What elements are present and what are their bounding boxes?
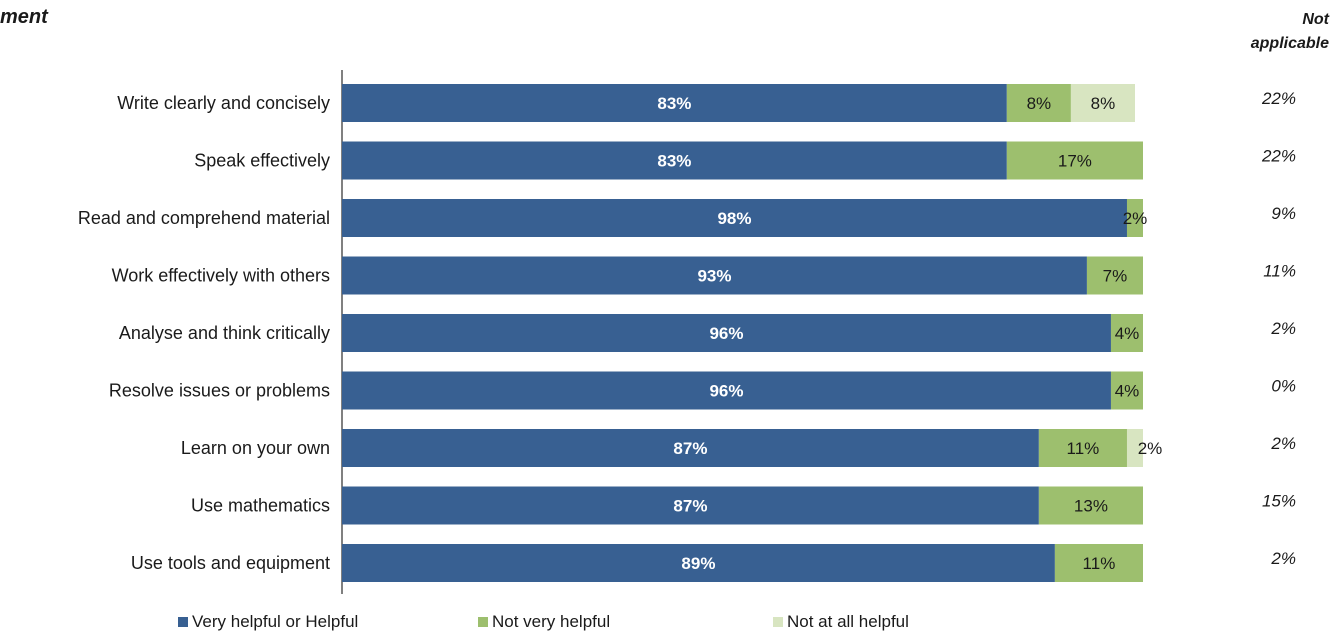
bar-resolve-issues-or-problems-series-0 — [342, 371, 1111, 410]
legend-label-not-at-all-helpful: Not at all helpful — [787, 612, 909, 631]
not-applicable-value-learn-on-your-own: 2% — [1270, 434, 1296, 453]
not-applicable-value-analyse-and-think-critically: 2% — [1270, 319, 1296, 338]
legend-item-not-very-helpful: Not very helpful — [478, 612, 610, 632]
bar-analyse-and-think-critically-series-1 — [1110, 314, 1143, 352]
not-applicable-header-line1: Not — [1302, 11, 1329, 28]
data-label-write-clearly-and-concisely-series-2: 8% — [1091, 94, 1116, 113]
data-label-use-mathematics-series-1: 13% — [1074, 497, 1108, 516]
data-label-read-and-comprehend-material-series-1: 2% — [1123, 209, 1148, 228]
legend-label-very-helpful: Very helpful or Helpful — [192, 612, 359, 631]
category-label-work-effectively-with-others: Work effectively with others — [112, 266, 330, 286]
chart-legend: Very helpful or Helpful Not very helpful… — [0, 612, 1337, 634]
data-label-analyse-and-think-critically-series-1: 4% — [1115, 324, 1140, 343]
data-label-speak-effectively-series-1: 17% — [1058, 152, 1092, 171]
data-label-resolve-issues-or-problems-series-0: 96% — [709, 382, 743, 401]
bar-resolve-issues-or-problems-series-1 — [1110, 371, 1143, 410]
legend-item-very-helpful: Very helpful or Helpful — [178, 612, 358, 632]
data-label-read-and-comprehend-material-series-0: 98% — [717, 209, 751, 228]
data-label-analyse-and-think-critically-series-0: 96% — [709, 324, 743, 343]
legend-swatch-very-helpful — [178, 617, 188, 627]
not-applicable-value-use-tools-and-equipment: 2% — [1270, 549, 1296, 568]
bar-write-clearly-and-concisely-series-0 — [342, 84, 1007, 122]
category-label-use-mathematics: Use mathematics — [191, 496, 330, 516]
category-label-read-and-comprehend-material: Read and comprehend material — [78, 208, 330, 228]
bar-use-mathematics-series-0 — [342, 486, 1039, 525]
category-label-learn-on-your-own: Learn on your own — [181, 438, 330, 458]
data-label-speak-effectively-series-0: 83% — [657, 152, 691, 171]
stacked-bar-chart: Write clearly and concisely 83% 8% 8% 22% Spe… — [78, 70, 1296, 594]
not-applicable-header-line2: applicable — [1250, 35, 1329, 52]
bar-work-effectively-with-others-series-0 — [342, 256, 1087, 295]
data-label-use-tools-and-equipment-series-0: 89% — [681, 554, 715, 573]
data-label-learn-on-your-own-series-0: 87% — [673, 439, 707, 458]
bar-read-and-comprehend-material-series-1 — [1126, 199, 1143, 237]
bar-read-and-comprehend-material-series-0 — [342, 199, 1127, 237]
data-label-use-mathematics-series-0: 87% — [673, 497, 707, 516]
data-label-work-effectively-with-others-series-0: 93% — [697, 267, 731, 286]
not-applicable-value-read-and-comprehend-material: 9% — [1271, 204, 1296, 223]
data-label-write-clearly-and-concisely-series-1: 8% — [1027, 94, 1052, 113]
legend-swatch-not-very-helpful — [478, 617, 488, 627]
bar-speak-effectively-series-0 — [342, 141, 1007, 180]
category-label-analyse-and-think-critically: Analyse and think critically — [119, 323, 330, 343]
data-label-use-tools-and-equipment-series-1: 11% — [1083, 554, 1116, 573]
bar-speak-effectively-series-1 — [1006, 141, 1143, 180]
not-applicable-value-write-clearly-and-concisely: 22% — [1261, 89, 1296, 108]
bar-learn-on-your-own-series-2 — [1126, 429, 1143, 467]
category-label-resolve-issues-or-problems: Resolve issues or problems — [109, 381, 330, 401]
data-label-work-effectively-with-others-series-1: 7% — [1103, 267, 1128, 286]
bar-analyse-and-think-critically-series-0 — [342, 314, 1111, 352]
category-label-speak-effectively: Speak effectively — [194, 151, 330, 171]
legend-swatch-not-at-all-helpful — [773, 617, 783, 627]
legend-item-not-at-all-helpful: Not at all helpful — [773, 612, 909, 632]
not-applicable-value-work-effectively-with-others: 11% — [1263, 262, 1296, 281]
bar-use-tools-and-equipment-series-1 — [1054, 544, 1143, 582]
data-label-learn-on-your-own-series-2: 2% — [1138, 439, 1163, 458]
not-applicable-value-resolve-issues-or-problems: 0% — [1271, 377, 1296, 396]
chart-title-partial: ment — [0, 6, 48, 28]
bar-write-clearly-and-concisely-series-2 — [1070, 84, 1135, 122]
data-label-write-clearly-and-concisely-series-0: 83% — [657, 94, 691, 113]
data-label-learn-on-your-own-series-1: 11% — [1067, 439, 1100, 458]
category-label-write-clearly-and-concisely: Write clearly and concisely — [117, 93, 330, 113]
not-applicable-value-use-mathematics: 15% — [1262, 492, 1296, 511]
category-label-use-tools-and-equipment: Use tools and equipment — [131, 553, 330, 573]
bar-write-clearly-and-concisely-series-1 — [1006, 84, 1071, 122]
bar-work-effectively-with-others-series-1 — [1086, 256, 1143, 295]
bar-learn-on-your-own-series-0 — [342, 429, 1039, 467]
not-applicable-value-speak-effectively: 22% — [1261, 147, 1296, 166]
legend-label-not-very-helpful: Not very helpful — [492, 612, 611, 631]
bar-use-tools-and-equipment-series-0 — [342, 544, 1055, 582]
bar-learn-on-your-own-series-1 — [1038, 429, 1127, 467]
bar-use-mathematics-series-1 — [1038, 486, 1143, 525]
not-applicable-header: Not applicable — [1189, 8, 1329, 56]
data-label-resolve-issues-or-problems-series-1: 4% — [1115, 382, 1140, 401]
